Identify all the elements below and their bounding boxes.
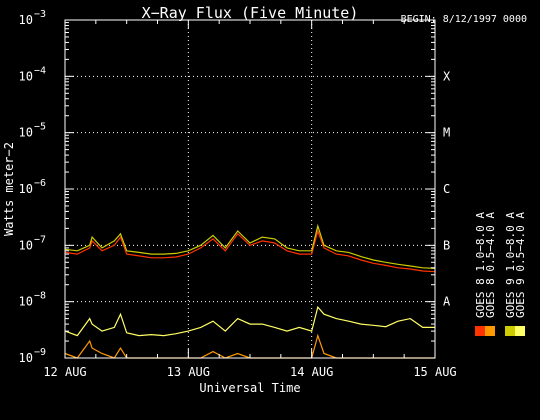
y-tick-label-exponent: −3 xyxy=(34,9,46,20)
flare-class-labels: X M C B A xyxy=(443,69,451,308)
y-tick-label-exponent: −7 xyxy=(34,234,46,245)
flare-class-label-c: C xyxy=(443,182,450,196)
y-tick-label-base: 10 xyxy=(19,182,33,196)
flare-class-label-x: X xyxy=(443,69,451,83)
series-lines xyxy=(64,223,436,359)
series-line-3 xyxy=(64,223,436,269)
y-tick-label-exponent: −6 xyxy=(34,178,46,189)
legend-label-3: GOES 9 1.0−8.0 A xyxy=(504,212,517,318)
series-line-4 xyxy=(64,305,435,337)
y-axis-ticks: 10−310−410−510−610−710−810−9 xyxy=(19,9,435,365)
legend-label-4: GOES 9 0.5−4.0 A xyxy=(514,212,527,318)
y-tick-label-base: 10 xyxy=(19,238,33,252)
x-tick-label: 15 AUG xyxy=(413,365,456,379)
y-tick-label-base: 10 xyxy=(19,295,33,309)
flare-class-label-m: M xyxy=(443,126,450,140)
y-axis-label: Watts meter−2 xyxy=(2,142,16,236)
grid xyxy=(65,20,435,358)
y-tick-label-base: 10 xyxy=(19,69,33,83)
x-tick-label: 13 AUG xyxy=(167,365,210,379)
x-axis-ticks: 12 AUG 13 AUG 14 AUG 15 AUG xyxy=(43,20,457,379)
legend-label-2: GOES 8 0.5−4.0 A xyxy=(484,212,497,318)
flare-class-label-b: B xyxy=(443,238,450,252)
y-tick-label-base: 10 xyxy=(19,13,33,27)
y-tick-label-exponent: −5 xyxy=(34,122,46,133)
legend-label-1: GOES 8 1.0−8.0 A xyxy=(474,212,487,318)
x-tick-label: 12 AUG xyxy=(43,365,86,379)
y-tick-label-base: 10 xyxy=(19,126,33,140)
y-tick-label-base: 10 xyxy=(19,351,33,365)
chart-title: X−Ray Flux (Five Minute) xyxy=(142,4,359,22)
x-tick-label: 14 AUG xyxy=(290,365,333,379)
begin-date-label: BEGIN: 8/12/1997 0000 xyxy=(401,14,527,25)
legend-swatch-4 xyxy=(515,326,525,336)
legend-swatch-2 xyxy=(485,326,495,336)
y-tick-label-exponent: −8 xyxy=(34,291,46,302)
series-line-1 xyxy=(64,229,436,273)
legend-swatch-3 xyxy=(505,326,515,336)
legend-swatch-1 xyxy=(475,326,485,336)
flare-class-label-a: A xyxy=(443,295,451,309)
y-tick-label-exponent: −9 xyxy=(34,347,46,358)
x-axis-label: Universal Time xyxy=(199,381,300,395)
y-tick-label-exponent: −4 xyxy=(34,65,46,76)
